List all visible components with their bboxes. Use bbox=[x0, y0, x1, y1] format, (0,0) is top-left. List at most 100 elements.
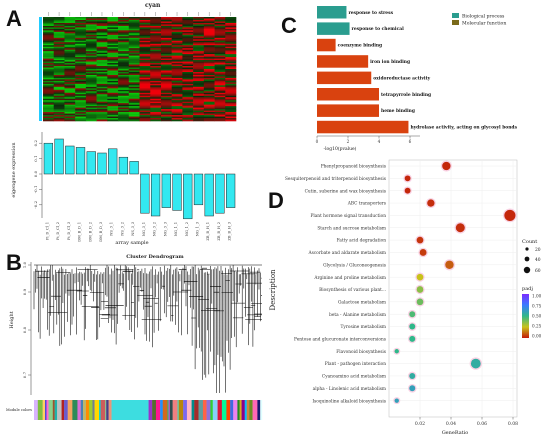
heatmap-cell bbox=[193, 36, 205, 39]
heatmap-cell bbox=[128, 100, 140, 102]
heatmap-cell bbox=[85, 103, 97, 105]
heatmap-cell bbox=[75, 24, 87, 27]
heatmap-cell bbox=[193, 83, 205, 86]
heatmap-cell bbox=[96, 30, 108, 33]
heatmap-cell bbox=[128, 118, 140, 120]
heatmap-cell bbox=[43, 58, 55, 61]
heatmap-cell bbox=[96, 19, 108, 22]
heatmap-cell bbox=[53, 39, 65, 42]
heatmap-cell bbox=[118, 94, 130, 97]
heatmap-cell bbox=[85, 98, 97, 101]
heatmap-cell bbox=[160, 48, 172, 50]
heatmap-cell bbox=[118, 34, 130, 37]
heatmap-cell bbox=[107, 19, 119, 22]
heatmap-cell bbox=[96, 98, 108, 101]
heatmap-cell bbox=[182, 109, 194, 111]
heatmap-cell bbox=[118, 92, 130, 95]
count-legend-dot-60 bbox=[523, 266, 531, 274]
panel-label-c: C bbox=[281, 13, 297, 38]
heatmap-cell bbox=[160, 27, 172, 30]
heatmap-cell bbox=[107, 86, 119, 89]
heatmap-cell bbox=[203, 36, 215, 39]
heatmap-cell bbox=[64, 52, 76, 55]
module-color-segment bbox=[77, 400, 81, 420]
kegg-ylabel: Description bbox=[269, 269, 277, 311]
heatmap-cell bbox=[118, 55, 130, 58]
heatmap-cell bbox=[160, 66, 172, 68]
heatmap-cell bbox=[203, 80, 215, 83]
heatmap-cell bbox=[150, 119, 162, 122]
heatmap-cell bbox=[96, 80, 108, 83]
heatmap-cell bbox=[85, 40, 97, 43]
heatmap-cell bbox=[193, 98, 205, 101]
heatmap-cell bbox=[150, 115, 162, 117]
heatmap-cell bbox=[203, 19, 215, 22]
heatmap-cell bbox=[225, 76, 237, 79]
heatmap-cell bbox=[225, 119, 237, 122]
heatmap-cell bbox=[75, 34, 87, 37]
heatmap-cell bbox=[96, 52, 108, 55]
module-color-segment bbox=[221, 400, 227, 420]
heatmap-cell bbox=[53, 92, 65, 95]
heatmap-cell bbox=[128, 82, 140, 85]
module-color-segment bbox=[249, 400, 253, 420]
heatmap-cell bbox=[214, 80, 226, 83]
kegg-pathway-label: Galactose metabolism bbox=[338, 300, 386, 305]
heatmap-cell bbox=[214, 39, 226, 42]
heatmap-cell bbox=[150, 98, 162, 101]
heatmap-cell bbox=[64, 100, 76, 102]
heatmap-cell bbox=[128, 54, 140, 56]
heatmap-cell bbox=[107, 51, 119, 53]
heatmap-cell bbox=[193, 110, 205, 113]
heatmap-cell bbox=[171, 52, 183, 55]
heatmap-cell bbox=[128, 46, 140, 49]
heatmap-cell bbox=[203, 24, 215, 27]
heatmap-cell bbox=[53, 48, 65, 50]
dendrogram-ytick-label: 0.9 bbox=[22, 288, 27, 295]
heatmap-cell bbox=[171, 42, 183, 45]
heatmap-cell bbox=[43, 80, 55, 83]
heatmap-cell bbox=[225, 42, 237, 45]
heatmap-cell bbox=[75, 113, 87, 116]
heatmap-cell bbox=[182, 89, 194, 92]
heatmap-cell bbox=[107, 33, 119, 36]
heatmap-cell bbox=[118, 64, 130, 67]
heatmap-cell bbox=[171, 25, 183, 28]
heatmap-cell bbox=[107, 83, 119, 86]
heatmap-cell bbox=[118, 37, 130, 40]
heatmap-cell bbox=[107, 31, 119, 34]
heatmap-cell bbox=[139, 67, 151, 70]
heatmap-cell bbox=[96, 45, 108, 48]
heatmap-cell bbox=[203, 88, 215, 91]
heatmap-cell bbox=[118, 86, 130, 89]
heatmap-cell bbox=[53, 113, 65, 116]
heatmap-cell bbox=[214, 28, 226, 31]
heatmap-cell bbox=[43, 89, 55, 92]
heatmap-cell bbox=[139, 42, 151, 45]
heatmap-cell bbox=[171, 77, 183, 80]
heatmap-cell bbox=[150, 55, 162, 58]
heatmap-cell bbox=[53, 43, 65, 46]
heatmap-cell bbox=[64, 30, 76, 33]
heatmap-cell bbox=[43, 66, 55, 68]
heatmap-cell bbox=[214, 66, 226, 68]
heatmap-cell bbox=[128, 57, 140, 59]
heatmap-cell bbox=[225, 86, 237, 89]
heatmap-cell bbox=[128, 86, 140, 89]
heatmap-cell bbox=[150, 113, 162, 116]
heatmap-cell bbox=[75, 55, 87, 58]
heatmap-cell bbox=[96, 25, 108, 28]
padj-legend-title: padj bbox=[522, 286, 533, 292]
sample-label: Pi_D_Cl_3 bbox=[67, 221, 71, 240]
heatmap-cell bbox=[203, 115, 215, 117]
heatmap-cell bbox=[182, 85, 194, 88]
heatmap-cell bbox=[53, 71, 65, 74]
module-color-segment bbox=[172, 400, 178, 420]
heatmap-cell bbox=[150, 43, 162, 46]
heatmap-cell bbox=[182, 49, 194, 52]
heatmap-cell bbox=[214, 106, 226, 108]
heatmap-cell bbox=[225, 70, 237, 73]
heatmap-cell bbox=[182, 46, 194, 49]
heatmap-cell bbox=[139, 107, 151, 110]
heatmap-cell bbox=[214, 82, 226, 85]
